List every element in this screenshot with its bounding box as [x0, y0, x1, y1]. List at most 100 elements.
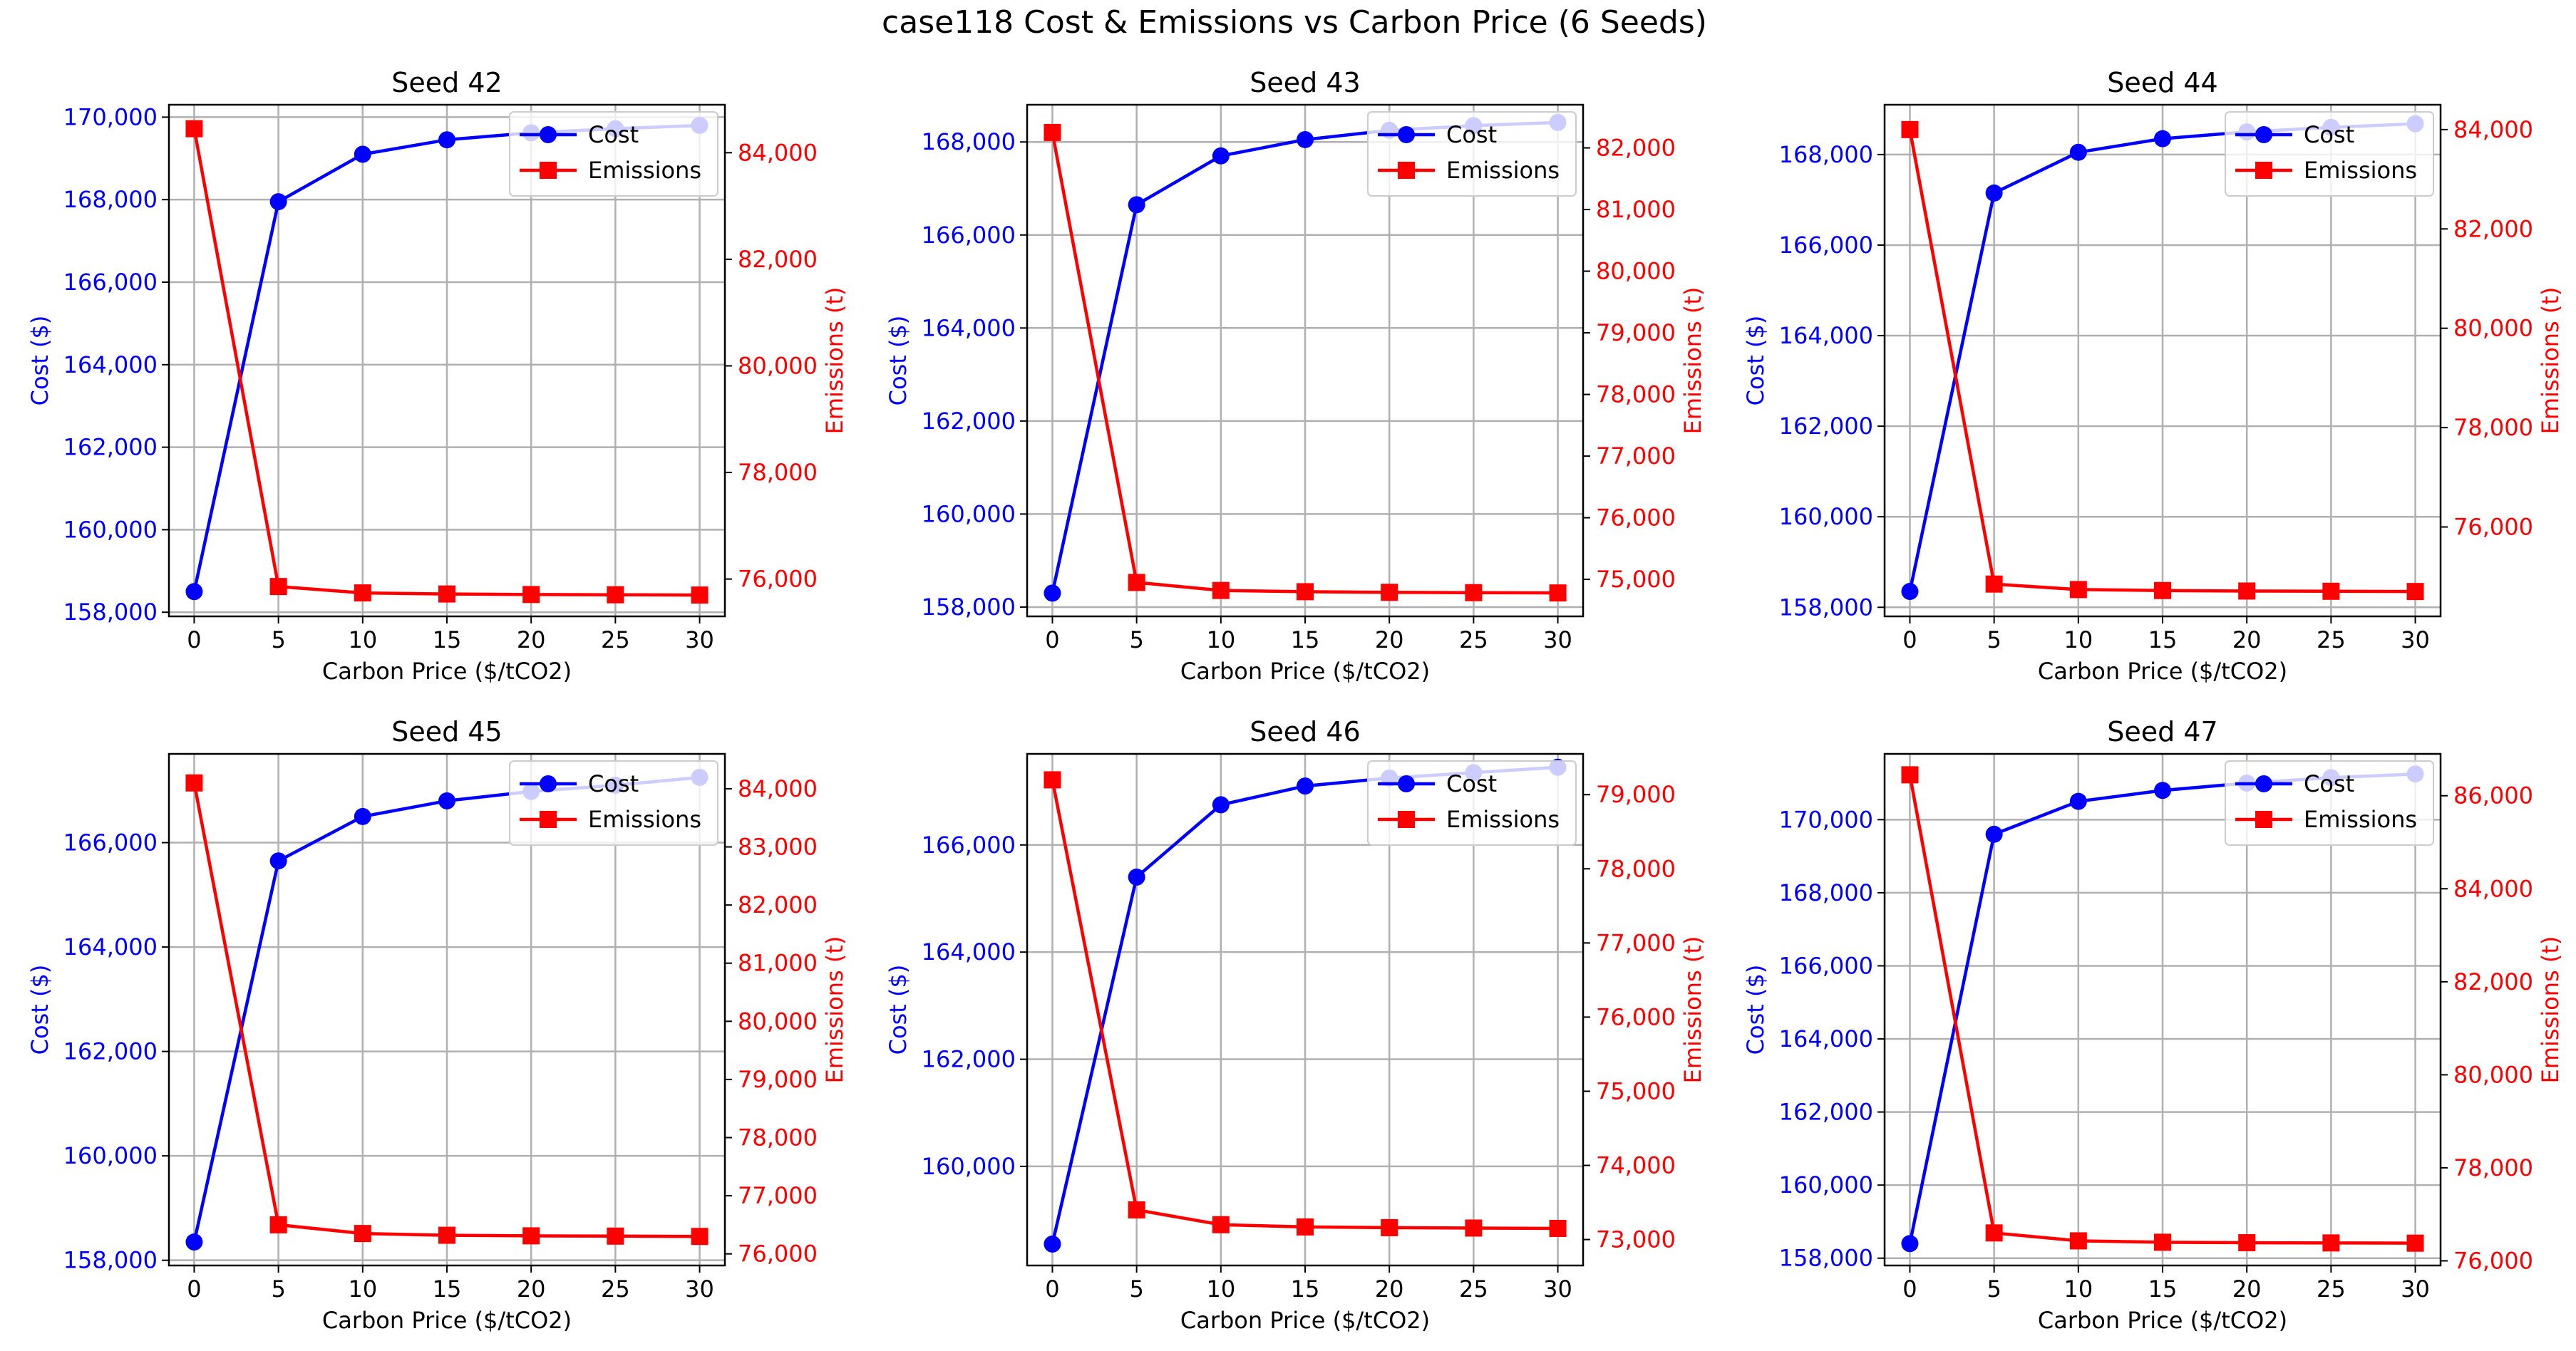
data-point-emissions: [2154, 581, 2171, 599]
data-point-emissions: [1381, 584, 1398, 601]
y-tick-label: 162,000: [922, 1046, 1016, 1073]
y-tick-label: 162,000: [922, 408, 1016, 435]
y2-tick-label: 76,000: [738, 1241, 818, 1268]
y-tick-label: 160,000: [63, 516, 158, 543]
plot-frame: [168, 103, 726, 618]
x-tick-label: 20: [2232, 1275, 2262, 1303]
y-axis-label: Cost ($): [885, 965, 912, 1055]
subplot-title: Seed 42: [391, 67, 502, 98]
data-point-cost: [2069, 792, 2087, 810]
y-tick-label: 162,000: [63, 434, 158, 461]
data-point-emissions: [691, 586, 709, 604]
data-point-cost: [269, 852, 287, 870]
x-tick-label: 30: [2401, 626, 2430, 653]
legend-label-cost: Cost: [588, 770, 639, 797]
data-point-emissions: [1985, 1224, 2003, 1242]
x-tick-label: 10: [348, 626, 377, 653]
data-point-cost: [1044, 584, 1061, 602]
y2-tick-label: 78,000: [2453, 1154, 2533, 1181]
legend-label-emissions: Emissions: [2304, 806, 2417, 833]
legend-marker-emissions: [2255, 162, 2272, 179]
y2-tick-label: 79,000: [738, 1066, 818, 1093]
y-tick-label: 162,000: [1779, 413, 1873, 440]
data-point-emissions: [2406, 583, 2424, 601]
data-point-cost: [1128, 196, 1145, 214]
legend: Cost Emissions: [1367, 760, 1577, 846]
data-point-emissions: [2406, 1234, 2424, 1252]
y-tick-label: 158,000: [1779, 1245, 1873, 1272]
subplot-title: Seed 47: [2107, 716, 2217, 747]
legend: Cost Emissions: [509, 760, 718, 846]
data-point-emissions: [1128, 1201, 1145, 1218]
x-tick-label: 20: [1375, 1275, 1404, 1303]
data-point-emissions: [438, 1226, 455, 1244]
x-tick-label: 20: [517, 1275, 546, 1303]
x-tick-label: 0: [1045, 626, 1059, 653]
legend-label-cost: Cost: [2304, 770, 2354, 797]
data-point-emissions: [1044, 771, 1061, 789]
data-point-cost: [2154, 782, 2171, 799]
data-point-cost: [1985, 184, 2003, 202]
data-point-emissions: [522, 586, 540, 604]
y2-tick-label: 76,000: [1596, 1003, 1676, 1030]
y-tick-label: 168,000: [63, 186, 158, 213]
y2-tick-label: 80,000: [738, 352, 818, 379]
data-point-emissions: [607, 586, 624, 604]
x-tick-label: 30: [1543, 626, 1572, 653]
y-tick-label: 164,000: [1779, 1025, 1873, 1052]
y-tick-label: 164,000: [63, 351, 158, 378]
x-tick-label: 25: [1459, 626, 1488, 653]
data-point-cost: [2154, 130, 2171, 147]
y-tick-label: 158,000: [63, 1247, 158, 1274]
y2-tick-label: 80,000: [1596, 258, 1676, 285]
y2-tick-label: 78,000: [1596, 855, 1676, 882]
legend-box: [1367, 760, 1577, 846]
y-tick-label: 168,000: [1779, 879, 1873, 906]
data-point-cost: [1044, 1235, 1061, 1253]
data-point-emissions: [2322, 582, 2340, 600]
y-tick-label: 164,000: [922, 314, 1016, 341]
plot-frame: [168, 752, 726, 1267]
legend-marker-emissions: [2255, 811, 2272, 828]
x-tick-label: 0: [187, 1275, 201, 1303]
y-tick-label: 160,000: [922, 500, 1016, 527]
y2-tick-label: 79,000: [1596, 319, 1676, 346]
y-tick-label: 170,000: [63, 103, 158, 130]
x-tick-label: 15: [1291, 626, 1320, 653]
data-point-emissions: [269, 578, 287, 596]
x-tick-label: 25: [601, 626, 630, 653]
y-tick-label: 160,000: [1779, 1171, 1873, 1199]
y-tick-label: 168,000: [922, 128, 1016, 155]
x-tick-label: 0: [187, 626, 201, 653]
data-point-emissions: [185, 774, 203, 792]
y-axis-label: Cost ($): [1742, 316, 1769, 406]
x-tick-label: 0: [1902, 626, 1917, 653]
legend-label-cost: Cost: [1446, 770, 1497, 797]
y2-tick-label: 80,000: [2453, 315, 2533, 342]
data-point-emissions: [1297, 1218, 1314, 1236]
y-tick-label: 160,000: [922, 1153, 1016, 1180]
x-tick-label: 30: [1543, 1275, 1572, 1303]
data-point-emissions: [1549, 1219, 1567, 1237]
subplot-title: Seed 44: [2107, 67, 2217, 98]
y2-tick-label: 82,000: [1596, 135, 1676, 162]
chart-panel-5: 0 5 10 15 20 25 30 160,000 162,000 164,000 166,000…: [885, 716, 1706, 1334]
data-point-cost: [1901, 583, 1919, 601]
plot-frame: [1026, 103, 1585, 618]
x-tick-label: 10: [1206, 1275, 1235, 1303]
data-point-cost: [1128, 868, 1145, 886]
data-point-cost: [354, 145, 371, 163]
legend-marker-cost: [540, 126, 557, 143]
x-tick-label: 10: [348, 1275, 377, 1303]
y2-tick-label: 80,000: [2453, 1061, 2533, 1088]
y2-tick-label: 76,000: [1596, 504, 1676, 532]
y2-tick-label: 84,000: [2453, 875, 2533, 902]
y2-tick-label: 82,000: [2453, 968, 2533, 995]
y-tick-label: 158,000: [63, 599, 158, 626]
data-point-emissions: [354, 1225, 371, 1243]
y2-axis-label: Emissions (t): [821, 287, 848, 435]
plot-frame: [1883, 752, 2442, 1267]
data-point-cost: [1985, 825, 2003, 843]
subplot-title: Seed 45: [391, 716, 502, 747]
